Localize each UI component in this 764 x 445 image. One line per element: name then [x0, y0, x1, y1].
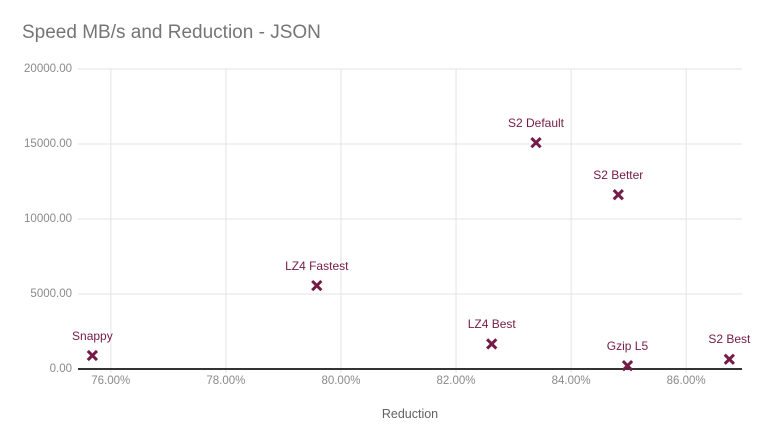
x-axis-tick-label: 82.00%: [436, 375, 476, 387]
data-point-label: LZ4 Best: [467, 316, 516, 331]
x-axis-tick-label: 80.00%: [321, 375, 361, 387]
data-point-label: Snappy: [72, 328, 113, 343]
x-axis-title: Reduction: [381, 407, 439, 421]
chart-title: Speed MB/s and Reduction - JSON: [22, 22, 321, 43]
data-point-marker-snappy[interactable]: [86, 349, 99, 362]
y-axis-tick-label: 20000.00: [24, 63, 72, 75]
data-point-label: S2 Better: [593, 167, 644, 182]
x-axis-tick-label: 78.00%: [206, 375, 246, 387]
data-point-marker-lz4-best[interactable]: [486, 338, 498, 350]
y-axis-tick-label: 15000.00: [24, 138, 72, 150]
data-point-label: S2 Best: [708, 332, 751, 347]
data-point-label: Gzip L5: [606, 338, 649, 353]
data-point-marker-s2-better[interactable]: [612, 189, 624, 201]
x-axis-tick-label: 86.00%: [666, 375, 706, 387]
y-axis-tick-label: 5000.00: [30, 288, 72, 300]
y-axis-tick-label: 10000.00: [24, 213, 72, 225]
data-point-label: S2 Default: [507, 115, 565, 130]
y-axis-tick-label: 0.00: [49, 363, 72, 375]
x-axis-tick-label: 84.00%: [551, 375, 591, 387]
data-point-marker-gzip-l5[interactable]: [621, 360, 634, 372]
data-point-marker-s2-default[interactable]: [530, 136, 542, 149]
x-axis-tick-label: 76.00%: [91, 375, 131, 387]
data-point-marker-lz4-fastest[interactable]: [311, 279, 323, 292]
data-point-label: LZ4 Fastest: [285, 258, 349, 273]
data-point-marker-s2-best[interactable]: [723, 353, 736, 365]
